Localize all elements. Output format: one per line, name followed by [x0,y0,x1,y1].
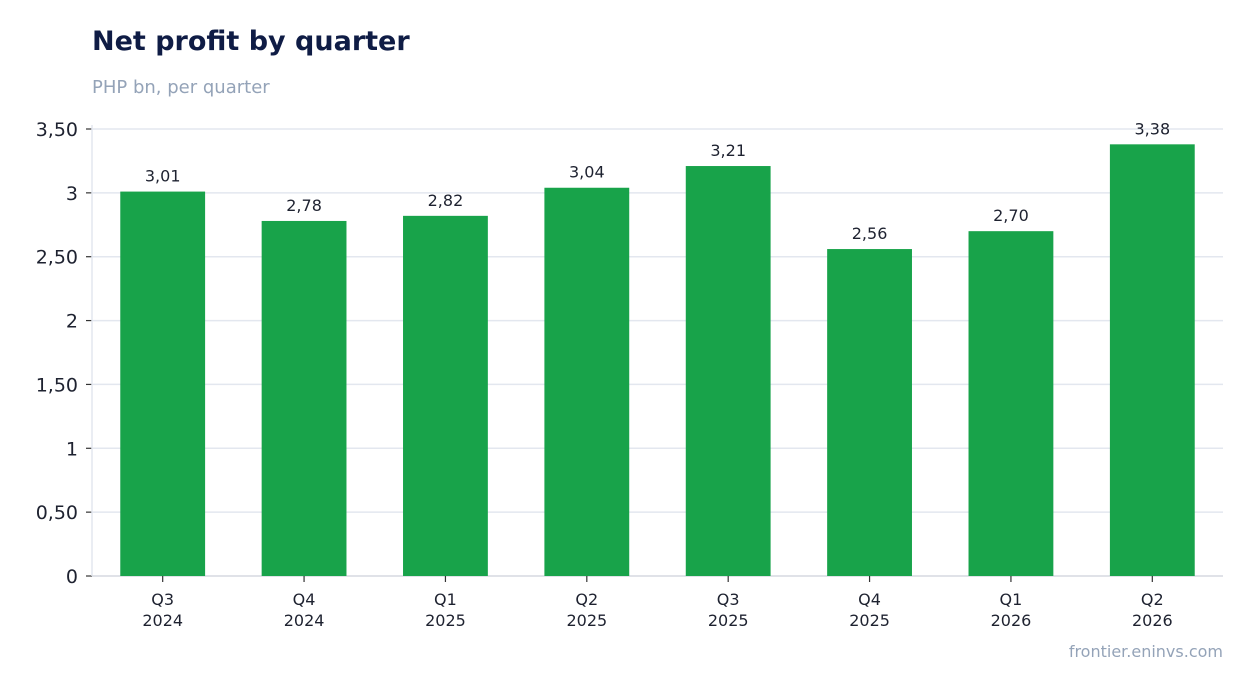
x-tick-label-quarter: Q2 [1141,590,1164,609]
x-tick-label-quarter: Q1 [1000,590,1023,609]
x-tick-label-year: 2026 [991,611,1032,630]
bar [261,220,347,576]
x-tick-label-year: 2024 [284,611,325,630]
x-tick-label-quarter: Q1 [434,590,457,609]
y-tick-label: 3 [66,183,78,205]
chart-subtitle: PHP bn, per quarter [92,77,270,98]
x-tick-label-year: 2024 [142,611,183,630]
data-label: 3,21 [710,141,746,160]
data-label: 2,78 [286,196,322,215]
bar [403,215,488,577]
x-tick-label-quarter: Q4 [858,590,881,609]
bar [544,187,630,576]
y-tick-label: 3,50 [36,119,78,141]
x-tick-label-year: 2026 [1132,611,1173,630]
bar [827,249,912,576]
y-tick-label: 0 [66,566,78,588]
bar [968,231,1054,576]
y-tick-label: 1,50 [36,374,78,396]
source-credit: frontier.eninvs.com [1068,642,1223,661]
chart-title: Net profit by quarter [92,26,410,57]
data-label: 3,04 [569,163,605,182]
x-tick-label-year: 2025 [849,611,890,630]
bar [685,166,771,576]
data-label: 3,38 [1135,119,1171,138]
x-tick-label-quarter: Q2 [575,590,598,609]
y-tick-label: 1 [66,438,78,460]
x-tick-label-quarter: Q3 [717,590,740,609]
bar [120,191,206,576]
y-tick-label: 0,50 [36,502,78,524]
data-label: 2,56 [852,224,888,243]
x-tick-label-year: 2025 [566,611,607,630]
x-tick-label-quarter: Q4 [293,590,316,609]
x-tick-label-year: 2025 [425,611,466,630]
data-label: 2,82 [428,191,464,210]
y-tick-label: 2,50 [36,247,78,269]
x-tick-label-quarter: Q3 [151,590,174,609]
data-label: 2,70 [993,206,1029,225]
data-label: 3,01 [145,167,181,186]
bar [1109,144,1195,576]
x-tick-label-year: 2025 [708,611,749,630]
y-tick-label: 2 [66,311,78,333]
